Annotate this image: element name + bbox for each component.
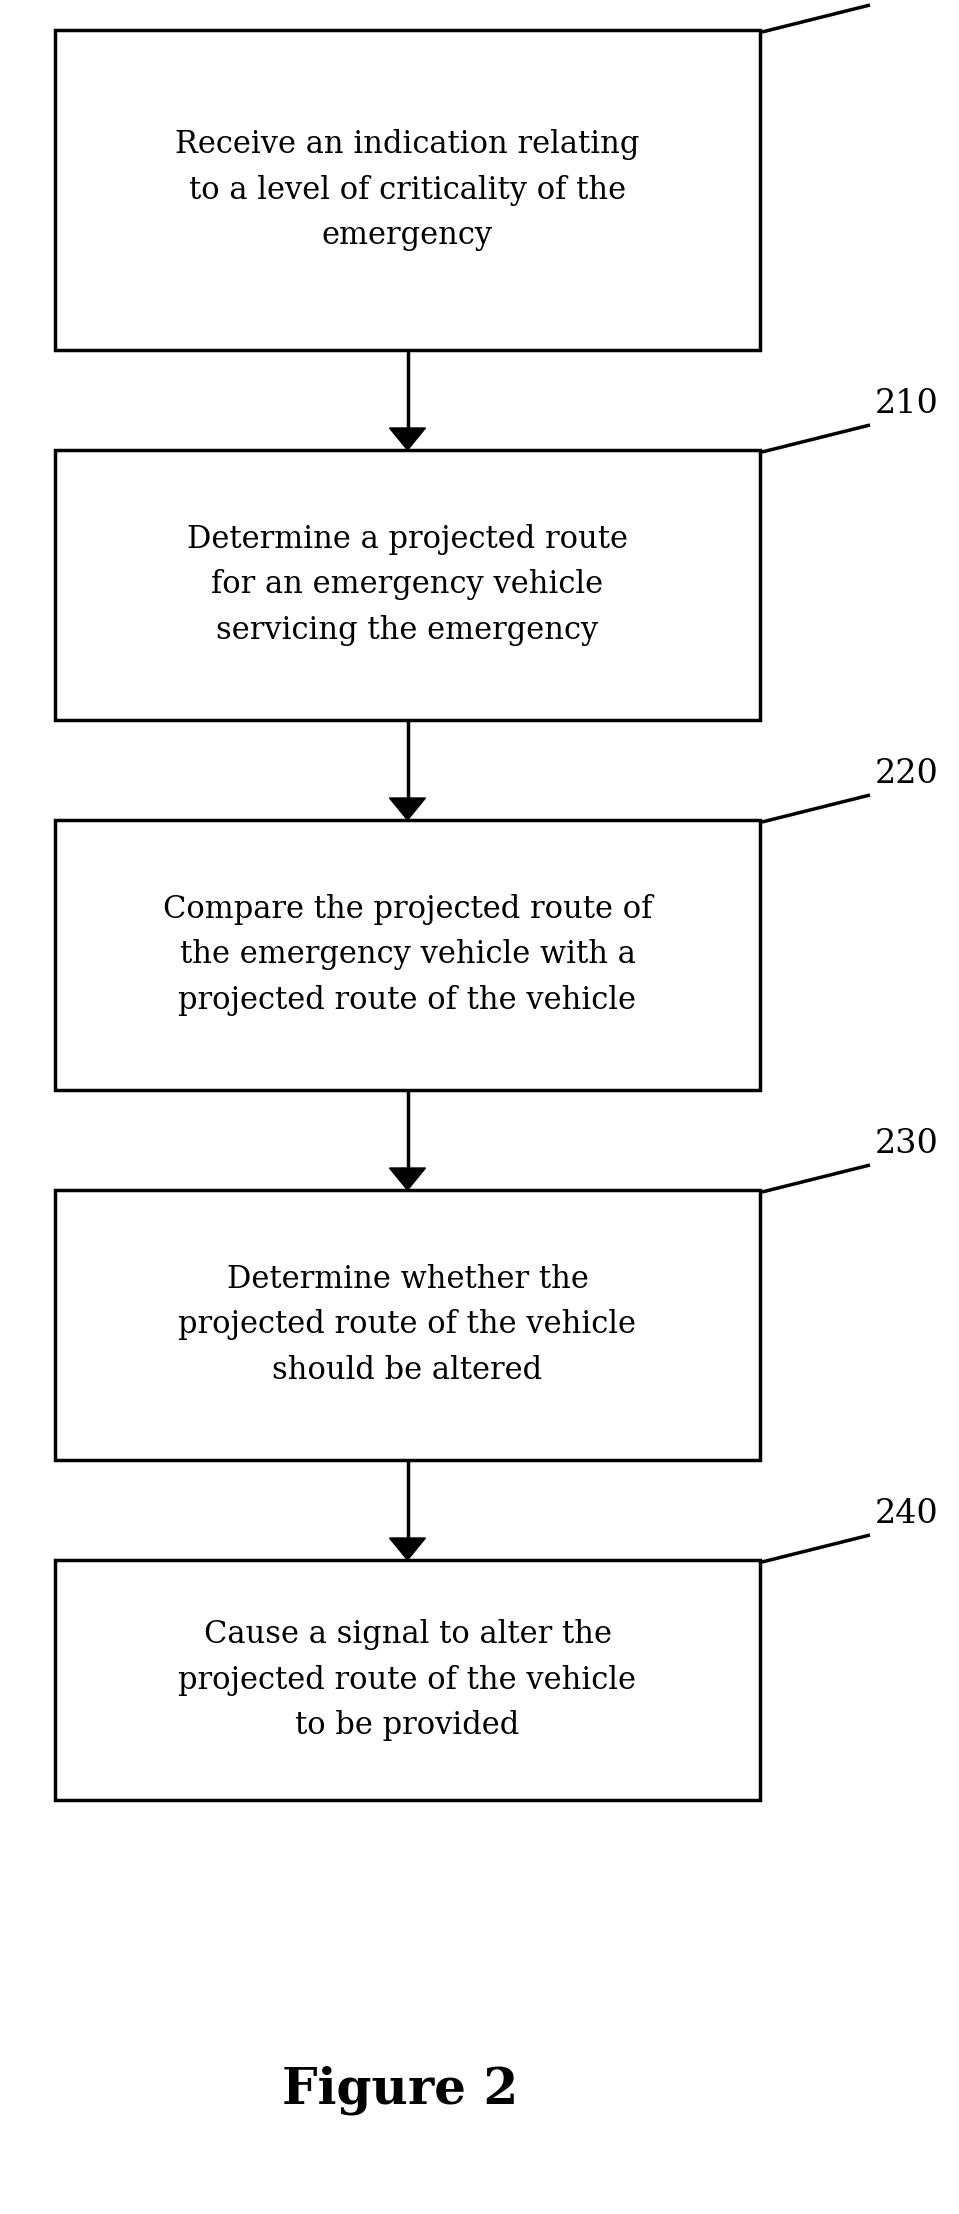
Polygon shape bbox=[389, 427, 426, 449]
Text: Receive an indication relating
to a level of criticality of the
emergency: Receive an indication relating to a leve… bbox=[175, 128, 640, 250]
Bar bbox=[55, 819, 760, 1089]
Text: Determine whether the
projected route of the vehicle
should be altered: Determine whether the projected route of… bbox=[178, 1264, 637, 1386]
Text: Figure 2: Figure 2 bbox=[282, 2066, 518, 2114]
Bar bbox=[55, 1189, 760, 1459]
Polygon shape bbox=[389, 1169, 426, 1189]
Polygon shape bbox=[389, 1539, 426, 1561]
Bar bbox=[55, 1561, 760, 1800]
Polygon shape bbox=[389, 797, 426, 819]
Text: 230: 230 bbox=[875, 1127, 939, 1160]
Text: 220: 220 bbox=[875, 757, 939, 790]
Text: Compare the projected route of
the emergency vehicle with a
projected route of t: Compare the projected route of the emerg… bbox=[163, 894, 652, 1016]
Bar bbox=[55, 31, 760, 350]
Text: 240: 240 bbox=[875, 1499, 939, 1530]
Text: Cause a signal to alter the
projected route of the vehicle
to be provided: Cause a signal to alter the projected ro… bbox=[178, 1618, 637, 1740]
Bar bbox=[55, 449, 760, 720]
Text: 210: 210 bbox=[875, 387, 939, 421]
Text: Determine a projected route
for an emergency vehicle
servicing the emergency: Determine a projected route for an emerg… bbox=[187, 525, 628, 646]
